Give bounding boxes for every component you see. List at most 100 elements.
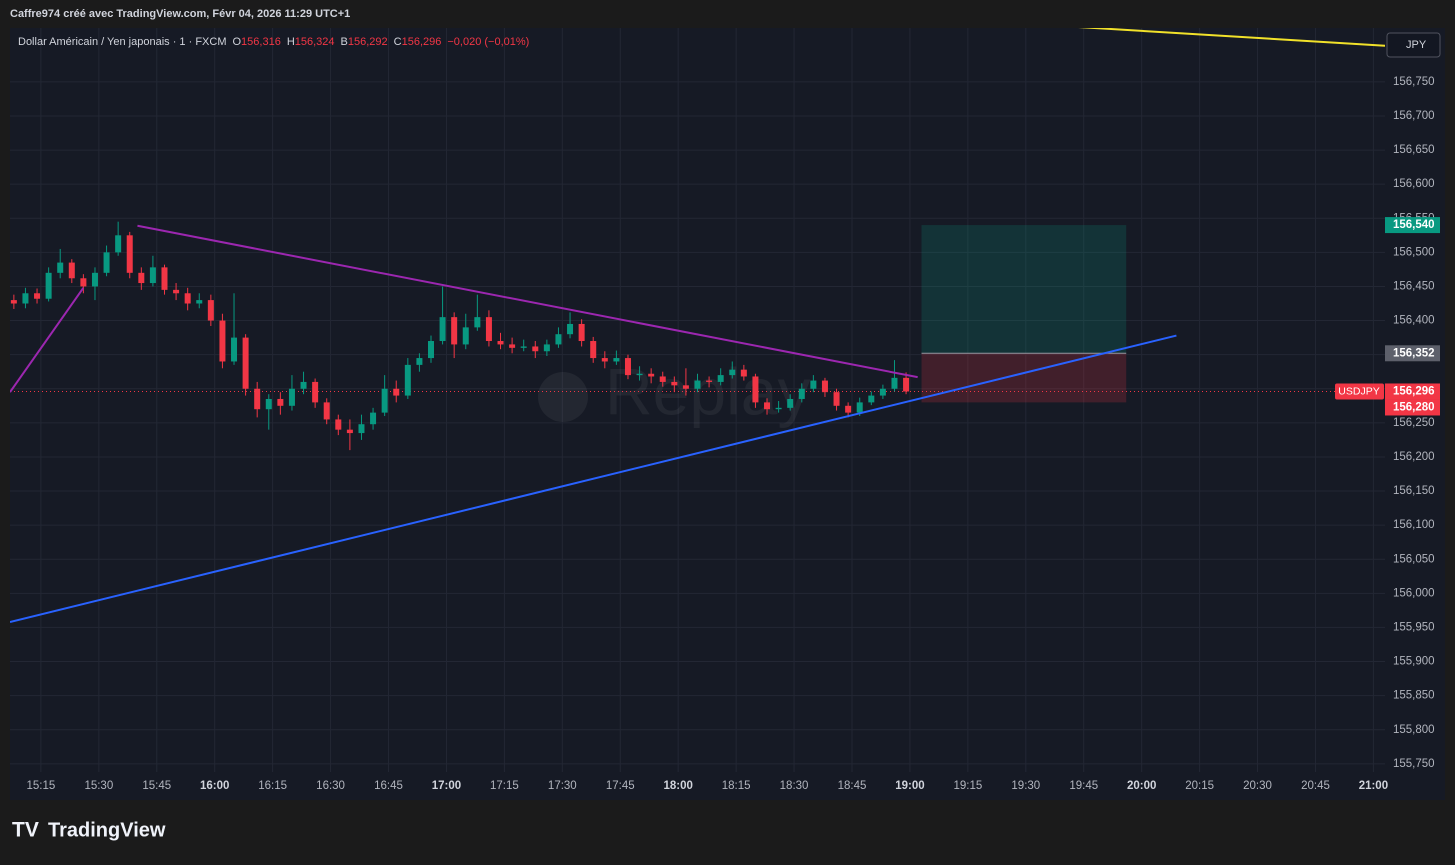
x-tick-label: 19:45 [1069, 780, 1098, 792]
candle-body [80, 278, 87, 287]
entry-label: 156,352 [1393, 347, 1435, 359]
candle-body [787, 398, 794, 408]
candle-body [207, 300, 214, 321]
candle-body [578, 323, 585, 342]
take-profit-zone [921, 225, 1127, 354]
candle-body [173, 289, 180, 294]
axes: 155,750 155,800 155,850 155,900 155,950 156,0… [27, 76, 1440, 792]
candle-body [184, 293, 191, 304]
x-tick-label: 15:30 [84, 780, 113, 792]
x-tick-label: 17:15 [490, 780, 519, 792]
candle-body [891, 377, 898, 389]
candle-body [335, 419, 342, 430]
candle-body [161, 267, 168, 290]
last-price-label-box [1385, 383, 1440, 400]
candle-body [254, 388, 261, 410]
candle-body [485, 317, 492, 342]
ohlc-value: 156,296 [402, 36, 442, 48]
x-tick-label: 18:45 [838, 780, 867, 792]
last-price-label: 156,296 [1393, 386, 1435, 398]
currency-button-label[interactable]: JPY [1406, 39, 1427, 51]
symbol-legend: Dollar Américain / Yen japonais · 1 · FX… [18, 36, 529, 48]
candle-body [624, 358, 631, 376]
candle-body [451, 317, 458, 345]
candle-body [601, 358, 608, 362]
candle-body [694, 380, 701, 389]
x-tick-label: 16:00 [200, 780, 229, 792]
y-tick-label: 156,250 [1393, 417, 1435, 429]
stop-loss-zone [921, 353, 1127, 403]
candle-body [416, 358, 423, 365]
candle-body [242, 337, 249, 389]
y-tick-label: 156,600 [1393, 178, 1435, 190]
candle-body [636, 373, 643, 376]
candle-body [868, 395, 875, 403]
candle-body [462, 327, 469, 345]
candle-body [10, 300, 17, 304]
candle-body [346, 429, 353, 434]
y-tick-label: 155,950 [1393, 621, 1435, 633]
candle-body [590, 341, 597, 359]
candle-body [91, 272, 98, 287]
x-tick-label: 20:00 [1127, 780, 1156, 792]
candle-body [300, 381, 307, 389]
candle-body [474, 317, 481, 328]
candle-body [126, 235, 133, 273]
candle-body [543, 344, 550, 352]
candle-body [671, 381, 678, 386]
candle-body [358, 424, 365, 434]
take-profit-label-box [1385, 217, 1440, 234]
candle-body [659, 376, 666, 382]
x-tick-label: 15:15 [27, 780, 56, 792]
y-tick-label: 156,200 [1393, 451, 1435, 463]
symbol-name: Dollar Américain / Yen japonais · 1 · FX… [18, 36, 226, 48]
x-tick-label: 17:00 [432, 780, 461, 792]
candle-body [798, 388, 805, 399]
candle-body [103, 252, 110, 273]
y-tick-label: 155,900 [1393, 656, 1435, 668]
stop-label-box [1385, 399, 1440, 416]
trend-line [1078, 28, 1385, 47]
candle-body [265, 398, 272, 410]
candle-body [149, 267, 156, 284]
candle-body [752, 376, 759, 403]
trend-line [137, 224, 918, 379]
candle-body [729, 369, 736, 376]
candle-body [509, 344, 516, 348]
x-tick-label: 17:30 [548, 780, 577, 792]
x-tick-label: 20:30 [1243, 780, 1272, 792]
y-tick-label: 155,800 [1393, 724, 1435, 736]
ohlc-value: 156,316 [241, 36, 281, 48]
candle-body [555, 334, 562, 345]
y-tick-label: 156,000 [1393, 587, 1435, 599]
symbol-tag: USDJPY [1338, 385, 1379, 397]
candle-body [381, 388, 388, 413]
watermark-icon [538, 372, 588, 422]
y-tick-label: 156,650 [1393, 144, 1435, 156]
candle-body [648, 373, 655, 377]
candle-body [231, 337, 238, 362]
candle-body [856, 402, 863, 413]
currency-button[interactable] [1386, 32, 1441, 58]
candle-body [196, 300, 203, 304]
ohlc-key: H [287, 36, 295, 48]
candle-body [775, 407, 782, 410]
y-tick-label: 156,150 [1393, 485, 1435, 497]
x-tick-label: 21:00 [1359, 780, 1388, 792]
candle-body [706, 380, 713, 382]
x-tick-label: 20:45 [1301, 780, 1330, 792]
candle-body [393, 388, 400, 396]
trend-line [10, 334, 1177, 623]
y-tick-label: 156,100 [1393, 519, 1435, 531]
x-tick-label: 16:45 [374, 780, 403, 792]
entry-label-box [1385, 345, 1440, 362]
candle-body [68, 262, 75, 279]
candle-body [903, 377, 910, 392]
y-tick-label: 156,500 [1393, 246, 1435, 258]
x-tick-label: 15:45 [142, 780, 171, 792]
candle-body [427, 341, 434, 359]
plot [10, 28, 1385, 623]
brand-logo [12, 822, 34, 838]
candle-body [45, 272, 52, 299]
x-tick-label: 20:15 [1185, 780, 1214, 792]
